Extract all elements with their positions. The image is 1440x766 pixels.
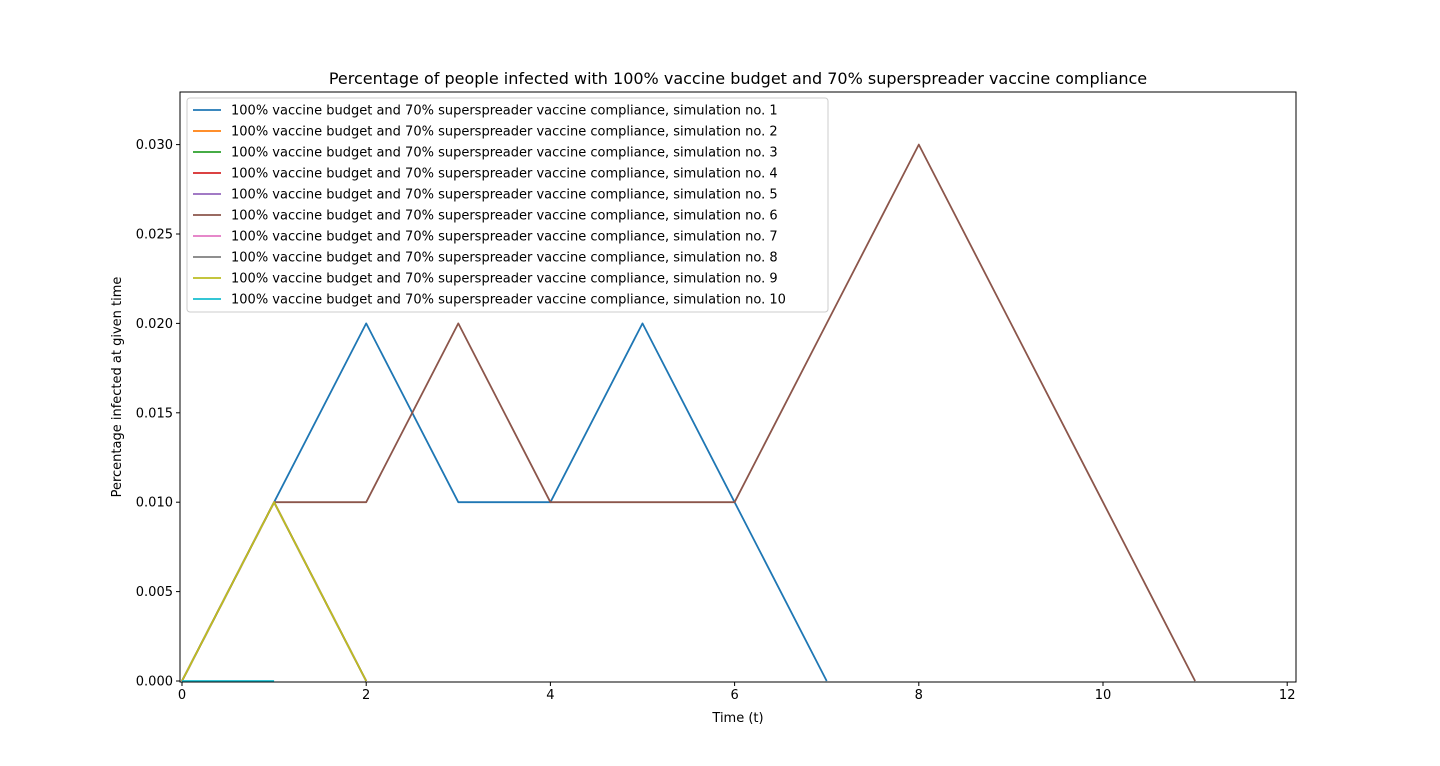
legend-label-8: 100% vaccine budget and 70% superspreade… <box>231 251 778 266</box>
x-axis: 0 2 4 6 8 10 12 <box>178 682 1296 703</box>
series-line-1 <box>181 322 828 682</box>
legend-label-5: 100% vaccine budget and 70% superspreade… <box>231 188 778 203</box>
legend-label-9: 100% vaccine budget and 70% superspreade… <box>231 272 778 287</box>
x-tick-label: 2 <box>362 688 370 703</box>
x-tick-label: 10 <box>1095 688 1112 703</box>
series-line-8 <box>181 501 368 682</box>
series-line-6 <box>181 143 1196 682</box>
y-tick-label: 0.020 <box>136 317 173 332</box>
y-axis: 0.000 0.005 0.010 0.015 0.020 0.025 0.030 <box>136 138 180 690</box>
plot-lines <box>181 143 1196 682</box>
y-tick-label: 0.000 <box>136 675 173 690</box>
y-tick-label: 0.010 <box>136 496 173 511</box>
legend-label-2: 100% vaccine budget and 70% superspreade… <box>231 125 778 140</box>
legend: 100% vaccine budget and 70% superspreade… <box>186 97 829 313</box>
x-tick-label: 12 <box>1279 688 1296 703</box>
plot-frame <box>179 91 1297 683</box>
legend-label-3: 100% vaccine budget and 70% superspreade… <box>231 146 778 161</box>
y-tick-label: 0.025 <box>136 228 173 243</box>
legend-label-6: 100% vaccine budget and 70% superspreade… <box>231 209 778 224</box>
x-tick-label: 4 <box>546 688 554 703</box>
series-line-4 <box>181 501 368 682</box>
series-line-3 <box>181 501 368 682</box>
series-line-9 <box>181 501 368 682</box>
x-tick-label: 8 <box>915 688 923 703</box>
x-axis-label: Time (t) <box>711 711 763 726</box>
series-line-5 <box>181 501 368 682</box>
legend-label-10: 100% vaccine budget and 70% superspreade… <box>231 293 786 308</box>
legend-label-1: 100% vaccine budget and 70% superspreade… <box>231 104 778 119</box>
series-line-7 <box>181 501 368 682</box>
y-tick-label: 0.015 <box>136 406 173 421</box>
x-tick-label: 6 <box>730 688 738 703</box>
y-tick-label: 0.005 <box>136 585 173 600</box>
y-axis-label: Percentage infected at given time <box>110 277 125 498</box>
x-tick-label: 0 <box>178 688 186 703</box>
y-tick-label: 0.030 <box>136 138 173 153</box>
chart-title: Percentage of people infected with 100% … <box>329 69 1147 88</box>
legend-box <box>186 97 829 313</box>
legend-label-7: 100% vaccine budget and 70% superspreade… <box>231 230 778 245</box>
legend-label-4: 100% vaccine budget and 70% superspreade… <box>231 167 778 182</box>
series-line-2 <box>181 501 368 682</box>
